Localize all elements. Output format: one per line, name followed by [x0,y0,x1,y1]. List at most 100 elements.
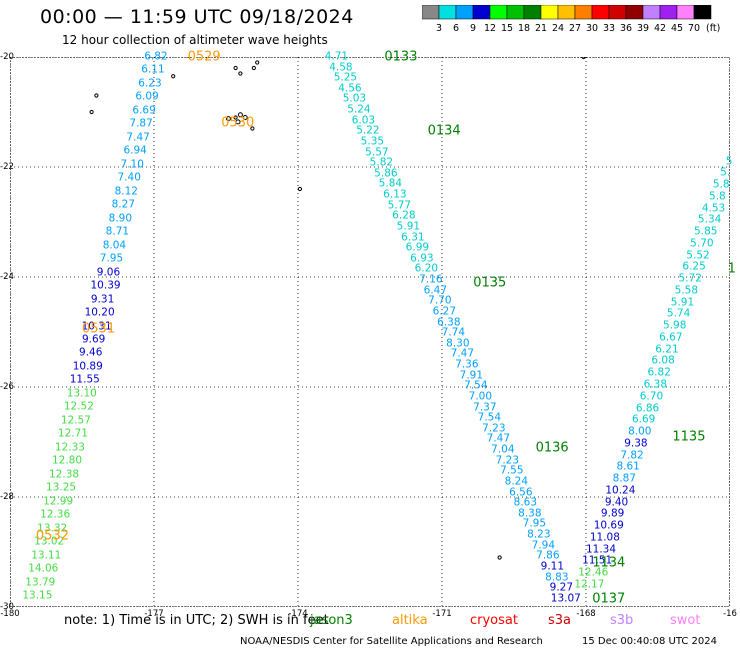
wave-height-value: 5.98 [663,319,687,332]
latitude-label: -22 [0,162,14,172]
wave-height-value: 7.74 [441,326,466,339]
satellite-cryosat: cryosat [470,613,518,628]
pass-time-label: 0134 [427,123,461,139]
wave-height-value: 10.31 [81,320,112,332]
wave-height-value: 6.13 [383,188,407,201]
wave-height-value: 6.56 [509,486,533,499]
wave-height-value: 8.38 [518,507,542,520]
wave-height-value: 7.47 [450,347,475,360]
wave-height-value: 8.12 [114,185,138,198]
wave-height-value: 4.71 [324,50,349,63]
wave-height-value: 13.07 [550,592,581,605]
wave-height-value: 12.99 [43,495,74,508]
legend-label: 6 [453,23,459,34]
wave-height-value: 9.31 [90,293,115,306]
wave-height-value: 7.55 [500,464,524,477]
island-outline [255,60,260,65]
island-outline [89,109,94,115]
legend-label: 33 [603,23,615,34]
legend-label: 36 [620,23,632,34]
longitude-label: -168 [576,609,596,619]
legend-label: 42 [654,23,666,34]
wave-height-value: 11.08 [589,531,620,544]
wave-height-value: 5.03 [342,92,367,105]
wave-height-value: 7.95 [99,252,124,265]
wave-height-value: 6.93 [410,252,434,265]
pass-time-label: 0531 [82,321,116,337]
wave-height-value: 8.90 [108,212,133,225]
island-outline [225,116,231,122]
wave-height-value: 6.94 [123,144,147,157]
wave-height-value: 7.86 [536,549,560,562]
wave-height-value: 10.24 [605,484,636,497]
wave-height-value: 6.47 [423,284,448,297]
wave-height-value: 8.04 [102,239,127,252]
wave-height-value: 7.36 [455,358,479,371]
wave-height-value: 5.8 [709,190,726,203]
wave-height-value: 6.23 [138,77,162,90]
pass-time-label: 1135 [672,429,706,444]
wave-height-value: 6.38 [437,316,461,329]
wave-height-value: 6.31 [401,231,425,244]
island-outline [235,119,241,125]
page-subtitle: 12 hour collection of altimeter wave hei… [62,33,328,47]
wave-height-value: 5.24 [347,103,371,116]
wave-height-value: 5.8 [712,178,730,191]
wave-height-value: 11.51 [582,554,613,567]
legend-label: 21 [535,23,547,34]
legend-label: 3 [436,23,442,34]
wave-height-value: 5.34 [697,213,722,226]
wave-height-value: 5.86 [374,167,398,180]
longitude-label: -180 [0,609,20,619]
wave-height-value: 12.80 [51,454,83,467]
satellite-jason3: jason3 [310,613,353,628]
wave-height-value: 13.32 [37,522,68,535]
wave-height-value: 7.87 [129,117,153,130]
longitude-label: -171 [432,609,452,619]
wave-height-value: 7.37 [473,401,497,414]
latitude-label: -20 [0,52,14,62]
island-outline [497,555,502,560]
longitude-label: -16 [723,609,737,619]
wave-height-value: 6.03 [351,114,376,127]
wave-height-value: 12.38 [49,468,80,481]
wave-height-value: 8.23 [527,528,551,541]
wave-height-value: 6.86 [635,402,660,415]
wave-height-value: 11.34 [585,543,617,556]
wave-height-value: 6.20 [414,262,439,275]
wave-height-value: 6.27 [432,305,457,318]
wave-height-value: 7.91 [459,369,484,382]
island-outline [94,93,99,98]
wave-height-value: 5.72 [678,272,702,285]
wave-height-value: 5 [725,155,733,167]
satellite-swot: swot [670,613,701,628]
wave-height-value: 7.00 [468,390,493,403]
island-outline [238,71,243,76]
wave-height-value: 6.38 [643,378,668,391]
wave-height-value: 10.39 [90,279,121,292]
pass-time-label: 1 [727,261,736,277]
latitude-label: -30 [0,602,14,612]
wave-height-value: 11.55 [69,373,100,386]
legend-label: 45 [671,23,683,34]
wave-height-value: 8.71 [105,225,130,238]
wave-height-value: 7.23 [482,422,506,435]
wave-height-value: 7.54 [477,411,502,424]
wave-height-value: 13.15 [22,589,53,602]
page-title: 00:00 — 11:59 UTC 09/18/2024 [40,6,354,28]
legend-label: 18 [518,23,530,34]
wave-height-value: 12.17 [574,578,605,591]
wave-height-value: 9.27 [549,581,574,594]
wave-height-value: 12.52 [63,400,94,413]
wave-height-value: 5.85 [694,225,718,238]
footer-timestamp: 15 Dec 00:40:08 UTC 2024 [582,636,717,647]
wave-height-value: 7.40 [117,171,141,184]
wave-height-value: 7.82 [620,449,644,462]
wave-height-value: 5.57 [365,146,389,159]
wave-height-value: 8.63 [513,496,538,509]
wave-height-value: 6.69 [631,413,656,426]
latitude-label: -26 [0,382,14,392]
wave-height-value: 5.77 [387,199,412,212]
legend-label: 15 [501,23,513,34]
